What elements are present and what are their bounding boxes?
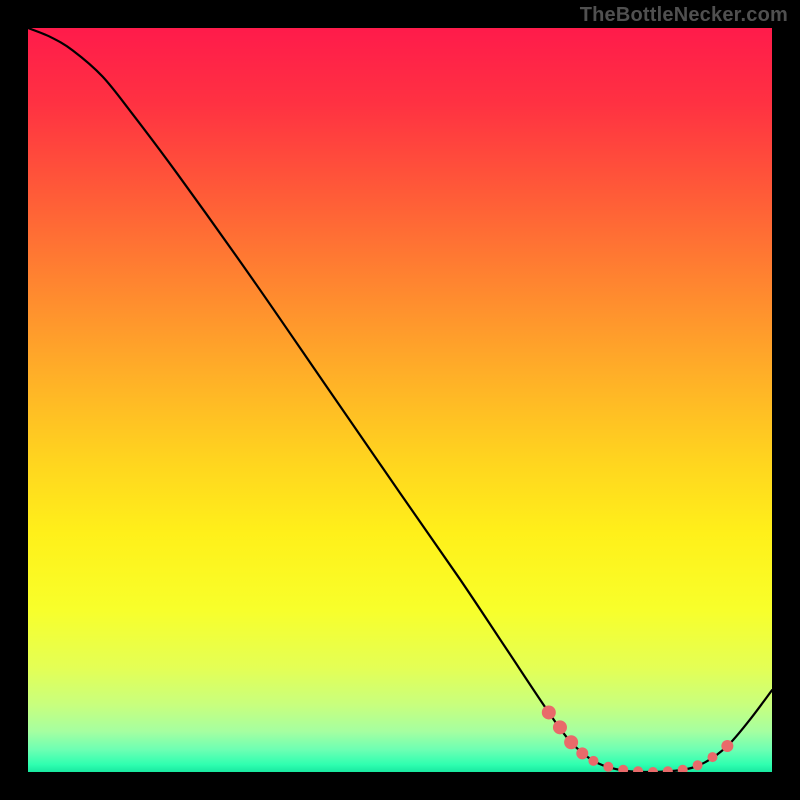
chart-frame: TheBottleNecker.com [0,0,800,800]
bottleneck-curve [28,28,772,772]
curve-marker [648,767,658,772]
plot-svg [28,28,772,772]
curve-marker [693,760,703,770]
curve-marker [588,756,598,766]
curve-marker [618,765,628,772]
curve-marker [603,762,613,772]
curve-marker [542,705,556,719]
curve-marker [707,752,717,762]
plot-area [28,28,772,772]
curve-marker [553,720,567,734]
watermark-text: TheBottleNecker.com [580,4,788,27]
curve-marker [564,735,578,749]
curve-marker [663,766,673,772]
curve-marker [678,765,688,772]
curve-marker [721,740,733,752]
curve-marker [633,766,643,772]
curve-marker [576,747,588,759]
